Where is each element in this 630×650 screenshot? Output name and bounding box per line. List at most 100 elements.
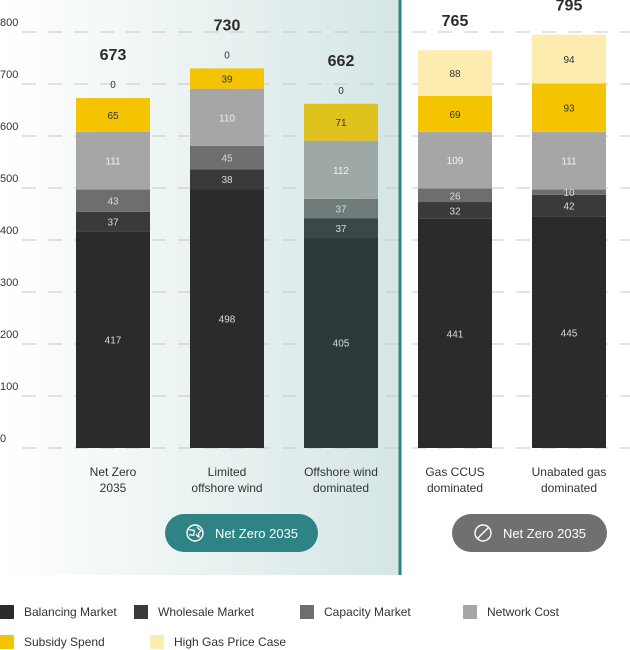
badge-label: Net Zero 2035: [214, 525, 299, 541]
legend-label: High Gas Price Case: [174, 635, 287, 649]
grid-lines: [22, 31, 630, 449]
y-tick-label: 300: [0, 277, 18, 289]
segment-labels: 417 37 43 111 65 0 498 38 45 110 39 0 405 37 37 112 71 0 4…: [105, 50, 578, 349]
bar-segment: [418, 131, 492, 189]
segment-label: 109: [447, 156, 464, 167]
bar-segment: [190, 169, 264, 190]
bar-segment: [418, 218, 492, 448]
x-axis-label: Limited: [208, 465, 247, 479]
segment-label: 417: [105, 336, 122, 347]
bar-segment: [190, 68, 264, 89]
x-axis-label: Offshore wind: [304, 465, 378, 479]
segment-label: 37: [107, 218, 119, 229]
segment-label: 71: [335, 118, 347, 129]
segment-label: 94: [563, 55, 575, 66]
globe-icon: [185, 523, 205, 543]
bar-segment: [418, 188, 492, 203]
x-axis-label: Net Zero: [90, 465, 137, 479]
bar-segment: [532, 194, 606, 217]
not-net-zero-badge: Net Zero 2035: [452, 514, 607, 552]
bar-segment: [190, 145, 264, 170]
total-label: 795: [556, 0, 583, 15]
bar-segment: [418, 50, 492, 96]
x-axis-label: offshore wind: [191, 481, 262, 495]
legend-label: Subsidy Spend: [24, 635, 105, 649]
legend-label: Capacity Market: [324, 605, 411, 619]
net-zero-badge: Net Zero 2035: [165, 514, 318, 552]
y-tick-label: 0: [0, 433, 6, 445]
bar-segment: [304, 218, 378, 238]
total-label: 662: [328, 53, 355, 70]
bar-segment: [190, 189, 264, 449]
bar-segment: [304, 140, 378, 199]
total-label: 765: [442, 13, 469, 30]
y-tick-label: 100: [0, 381, 18, 393]
segment-label: 38: [221, 175, 233, 186]
legend-item-balancing-market: Balancing Market: [0, 604, 117, 620]
y-tick-label: 700: [0, 69, 18, 81]
zero-value-label: 0: [338, 86, 344, 97]
segment-label: 498: [219, 315, 236, 326]
x-axis-label: 2035: [100, 481, 127, 495]
legend-swatch: [150, 635, 164, 649]
y-axis-ticks: 0 100 200 300 400 500 600 700 800: [0, 17, 18, 445]
y-tick-label: 500: [0, 173, 18, 185]
bar-segment: [76, 131, 150, 190]
legend-label: Balancing Market: [24, 605, 117, 619]
bar-segment: [76, 98, 150, 132]
bar-segment: [304, 198, 378, 219]
prohibited-icon: [473, 523, 493, 543]
bars: [76, 34, 606, 449]
legend-item-capacity-market: Capacity Market: [300, 604, 411, 620]
legend-label: Network Cost: [487, 605, 560, 619]
zero-value-label: 0: [110, 80, 116, 91]
zero-value-label: 0: [224, 50, 230, 61]
bar-segment: [418, 202, 492, 219]
x-axis-label: dominated: [427, 481, 483, 495]
bar-segment: [76, 189, 150, 212]
bar-segment: [532, 216, 606, 448]
legend-swatch: [0, 635, 14, 649]
legend-swatch: [0, 605, 14, 619]
segment-label: 45: [221, 154, 233, 165]
legend-swatch: [300, 605, 314, 619]
y-tick-label: 800: [0, 17, 18, 29]
bar-segment: [418, 95, 492, 132]
x-axis-label: dominated: [541, 481, 597, 495]
bar-segment: [304, 237, 378, 448]
segment-label: 26: [449, 191, 461, 202]
chart-legend: Balancing Market Wholesale Market Capaci…: [0, 596, 630, 650]
y-tick-label: 600: [0, 121, 18, 133]
legend-item-subsidy-spend: Subsidy Spend: [0, 634, 105, 650]
segment-label: 37: [335, 224, 347, 235]
legend-item-network-cost: Network Cost: [463, 604, 559, 620]
segment-label: 110: [219, 113, 235, 124]
bar-segment: [532, 34, 606, 84]
segment-label: 37: [335, 205, 347, 216]
segment-label: 405: [333, 339, 350, 350]
bar-segment: [76, 231, 150, 448]
segment-label: 445: [561, 328, 578, 339]
segment-label: 111: [561, 157, 577, 168]
bar-segment: [532, 189, 606, 195]
segment-label: 43: [107, 197, 119, 208]
segment-label: 10: [563, 188, 575, 199]
badge-label: Net Zero 2035: [502, 525, 587, 541]
total-label: 730: [214, 17, 241, 34]
segment-label: 39: [221, 75, 233, 86]
bar-segment: [190, 88, 264, 146]
segment-label: 88: [449, 69, 461, 80]
bar-segment: [304, 103, 378, 141]
bar-segment: [532, 131, 606, 190]
total-label: 673: [100, 47, 127, 64]
bar-segment: [532, 83, 606, 132]
segment-label: 441: [447, 329, 464, 340]
legend-item-wholesale-market: Wholesale Market: [134, 604, 254, 620]
x-axis-label: Gas CCUS: [425, 465, 484, 479]
y-tick-label: 400: [0, 225, 18, 237]
segment-label: 111: [105, 157, 121, 168]
segment-label: 112: [333, 166, 349, 177]
legend-item-high-gas-price-case: High Gas Price Case: [150, 634, 286, 650]
x-axis-label: Unabated gas: [532, 465, 607, 479]
